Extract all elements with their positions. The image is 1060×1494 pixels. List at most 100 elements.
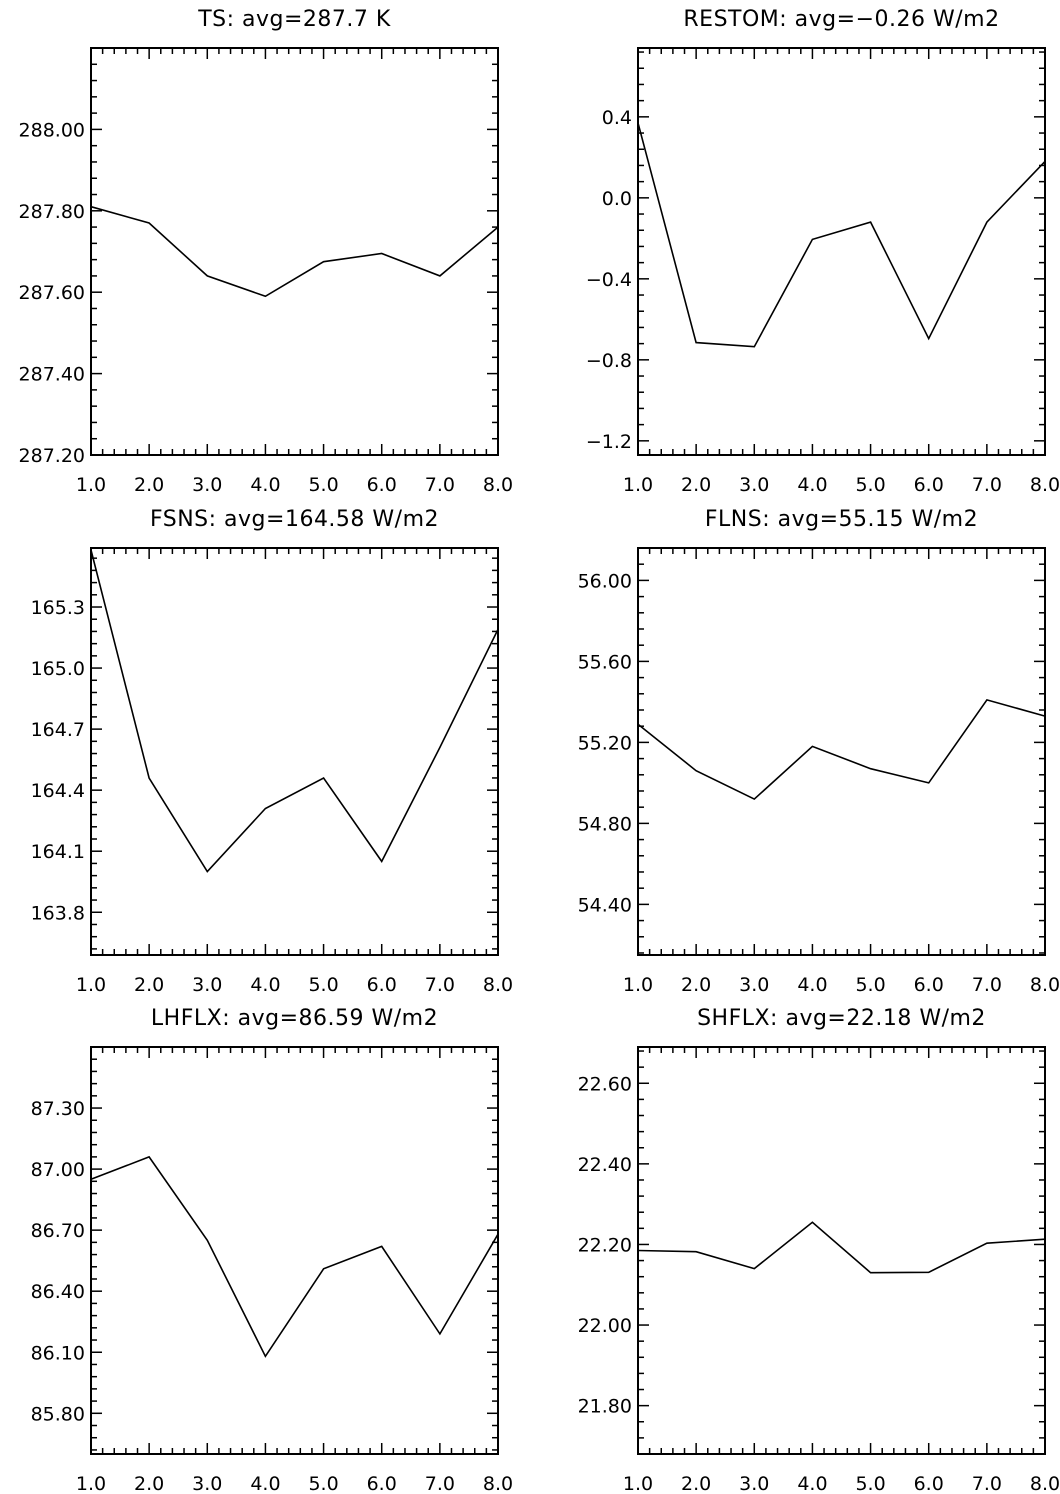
x-tick-label: 7.0 <box>425 974 455 996</box>
series-line <box>90 1155 499 1358</box>
data-point <box>810 744 814 748</box>
tick-marks <box>637 547 1046 955</box>
x-tick-label: 8.0 <box>1030 474 1060 496</box>
data-point <box>263 806 267 810</box>
data-point <box>752 345 756 349</box>
data-point <box>380 252 384 256</box>
x-tick-label: 7.0 <box>972 974 1002 996</box>
data-point <box>636 722 640 726</box>
x-tick-label: 2.0 <box>134 1473 164 1494</box>
tick-marks <box>637 48 1046 455</box>
y-tick-label: 86.40 <box>31 1281 85 1303</box>
plot-frame <box>90 47 499 456</box>
x-tick-label: 4.0 <box>250 974 280 996</box>
chart-panel-6: SHFLX: avg=22.18 W/m2 21.80 22.00 22.20 22.4… <box>578 1006 1060 1494</box>
x-tick-label: 1.0 <box>76 474 106 496</box>
y-tick-label: 164.1 <box>31 841 85 863</box>
plot-frame <box>637 1046 1046 1455</box>
y-tick-label: 55.20 <box>578 732 632 754</box>
data-point <box>636 1249 640 1253</box>
data-point <box>496 225 500 229</box>
x-tick-label: 2.0 <box>134 474 164 496</box>
y-tick-label: 86.10 <box>31 1342 85 1364</box>
x-tick-label: 4.0 <box>797 474 827 496</box>
x-tick-label: 4.0 <box>797 1473 827 1494</box>
data-point <box>869 1271 873 1275</box>
y-tick-label: 287.60 <box>19 282 85 304</box>
chart-panel-1: TS: avg=287.7 K 287.20 287.40 287.60 287.80 2… <box>19 7 514 496</box>
data-point <box>927 337 931 341</box>
y-tick-label: 22.00 <box>578 1315 632 1337</box>
y-tick-label: 0.4 <box>602 107 632 129</box>
y-tick-label: 165.0 <box>31 658 85 680</box>
x-tick-label: 4.0 <box>797 974 827 996</box>
series-line <box>90 205 499 298</box>
y-tick-label: 87.00 <box>31 1159 85 1181</box>
data-point <box>927 781 931 785</box>
x-tick-label: 8.0 <box>1030 974 1060 996</box>
data-point <box>438 274 442 278</box>
data-point <box>869 767 873 771</box>
series-line <box>637 698 1046 801</box>
x-tick-label: 1.0 <box>76 1473 106 1494</box>
x-tick-label: 2.0 <box>681 974 711 996</box>
series-line <box>637 122 1046 348</box>
x-tick-label: 1.0 <box>76 974 106 996</box>
chart-title: TS: avg=287.7 K <box>197 7 391 32</box>
y-tick-label: 165.3 <box>31 597 85 619</box>
x-tick-label: 7.0 <box>425 474 455 496</box>
data-point <box>263 1354 267 1358</box>
x-tick-label: 7.0 <box>972 1473 1002 1494</box>
data-point <box>496 1232 500 1236</box>
x-tick-label: 5.0 <box>308 474 338 496</box>
y-tick-label: 54.40 <box>578 894 632 916</box>
x-tick-label: 2.0 <box>681 1473 711 1494</box>
series-line <box>637 1221 1046 1274</box>
data-point <box>985 1241 989 1245</box>
data-point <box>147 221 151 225</box>
x-tick-label: 3.0 <box>739 974 769 996</box>
data-point <box>322 1267 326 1271</box>
chart-panel-4: FLNS: avg=55.15 W/m2 54.40 54.80 55.20 55.60… <box>578 507 1060 996</box>
x-tick-label: 8.0 <box>483 1473 513 1494</box>
x-tick-label: 7.0 <box>972 474 1002 496</box>
data-point <box>694 341 698 345</box>
y-tick-label: 21.80 <box>578 1396 632 1418</box>
y-tick-label: 0.0 <box>602 188 632 210</box>
y-tick-label: 55.60 <box>578 651 632 673</box>
x-tick-label: 4.0 <box>250 1473 280 1494</box>
x-tick-label: 1.0 <box>623 474 653 496</box>
x-tick-label: 8.0 <box>1030 1473 1060 1494</box>
y-tick-label: 287.20 <box>19 445 85 467</box>
data-point <box>985 220 989 224</box>
y-tick-label: −0.4 <box>586 269 632 291</box>
data-point <box>1043 1237 1047 1241</box>
plot-frame <box>637 547 1046 956</box>
data-point <box>205 274 209 278</box>
chart-title: SHFLX: avg=22.18 W/m2 <box>697 1006 986 1031</box>
x-tick-label: 3.0 <box>192 474 222 496</box>
chart-title: LHFLX: avg=86.59 W/m2 <box>151 1006 438 1031</box>
tick-marks <box>90 47 499 456</box>
data-point <box>380 859 384 863</box>
data-point <box>438 745 442 749</box>
data-point <box>636 121 640 125</box>
data-point <box>1043 714 1047 718</box>
x-tick-label: 5.0 <box>308 974 338 996</box>
data-point <box>89 205 93 209</box>
data-point <box>927 1270 931 1274</box>
x-tick-label: 6.0 <box>914 1473 944 1494</box>
y-tick-label: 164.7 <box>31 719 85 741</box>
y-tick-label: 163.8 <box>31 902 85 924</box>
data-point <box>810 1220 814 1224</box>
chart-title: FLNS: avg=55.15 W/m2 <box>705 507 978 532</box>
data-point <box>438 1332 442 1336</box>
x-tick-label: 2.0 <box>681 474 711 496</box>
x-tick-label: 6.0 <box>914 474 944 496</box>
data-point <box>694 769 698 773</box>
y-tick-label: 164.4 <box>31 780 85 802</box>
data-point <box>147 1155 151 1159</box>
x-tick-label: 6.0 <box>914 974 944 996</box>
tick-marks <box>90 1046 499 1454</box>
data-point <box>322 260 326 264</box>
